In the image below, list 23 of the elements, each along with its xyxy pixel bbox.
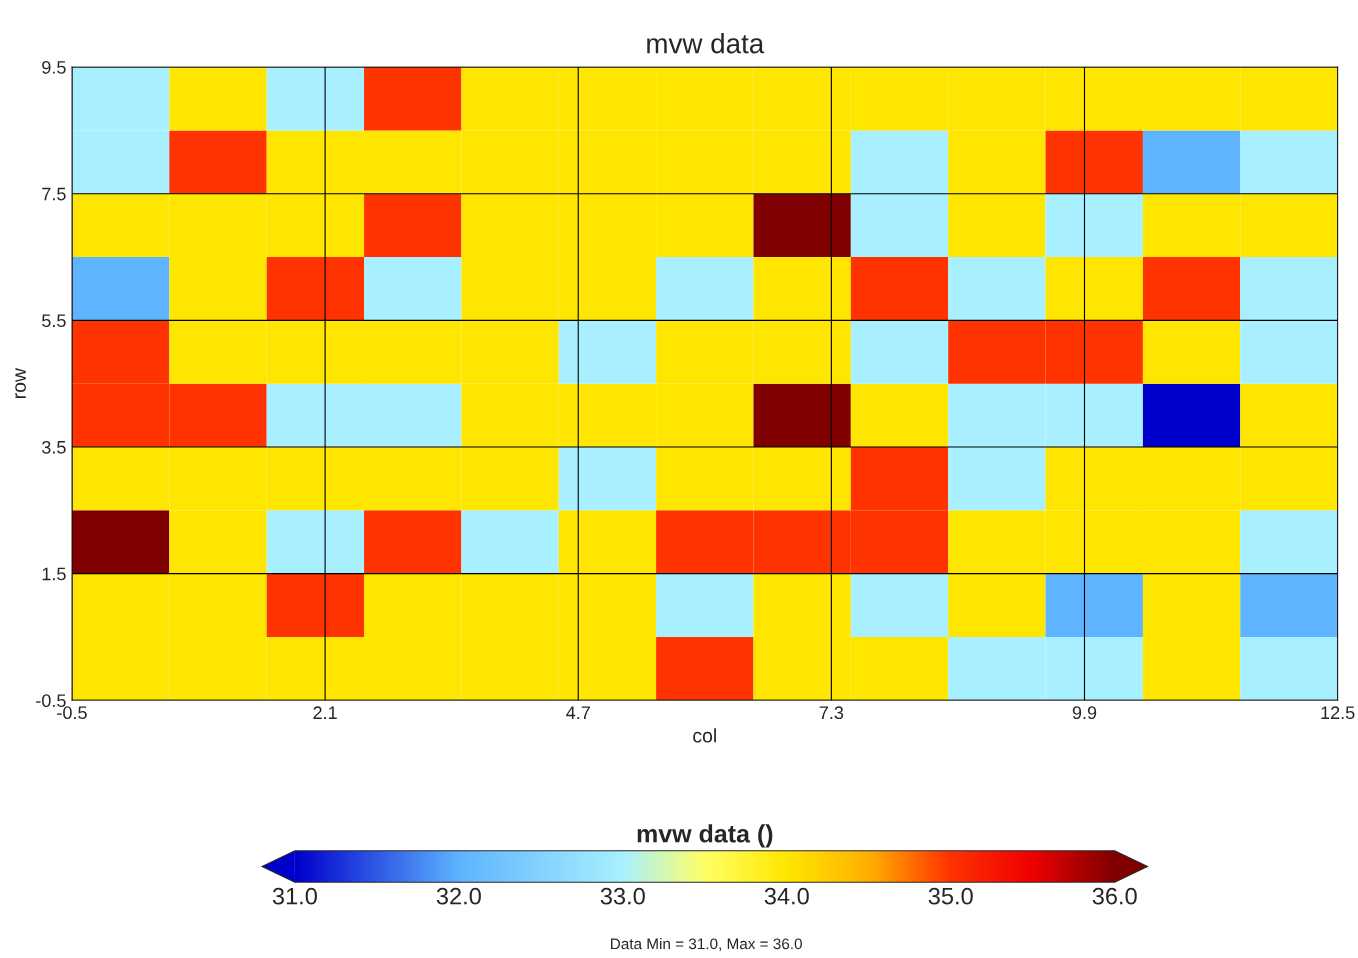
color-bar-label: 32.0 [436, 887, 481, 905]
y-tick-label: 7.5 [42, 187, 66, 201]
color-bar-label: 31.0 [272, 887, 317, 905]
y-tick-label: 9.5 [42, 60, 66, 74]
x-tick-label: 9.9 [1072, 706, 1097, 720]
x-axis-title: col [693, 728, 716, 743]
x-tick-label: 12.5 [1321, 706, 1355, 720]
y-tick-label: 1.5 [42, 567, 66, 581]
color-bar-label: 35.0 [928, 887, 973, 905]
y-axis-title: row [15, 367, 26, 399]
text: Data Min = 31.0, Max = 36.0 [611, 938, 802, 952]
y-tick-label: 3.5 [42, 440, 66, 454]
x-tick-label: 7.3 [819, 706, 844, 720]
color-bar-title: mvw data () [637, 824, 773, 848]
color-bar-label: 34.0 [764, 887, 809, 905]
color-bar-label: 36.0 [1092, 887, 1137, 905]
y-tick-label: 5.5 [42, 314, 66, 328]
color-bar-label: 33.0 [600, 887, 645, 905]
chart-title: mvw data [647, 33, 765, 54]
y-tick-label: -0.5 [36, 694, 66, 708]
x-tick-label: 4.7 [566, 706, 590, 719]
x-tick-label: 2.1 [313, 706, 337, 719]
x-tick-label: -0.5 [57, 706, 87, 720]
